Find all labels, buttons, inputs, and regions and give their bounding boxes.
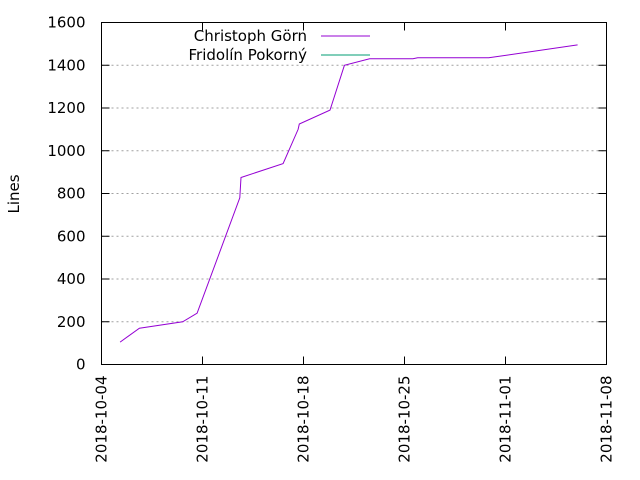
y-tick-label: 1200 — [47, 99, 85, 117]
x-tick-label: 2018-11-08 — [598, 376, 616, 463]
y-tick-label: 1400 — [47, 56, 85, 74]
legend-label: Christoph Görn — [194, 27, 307, 45]
x-tick-label: 2018-10-25 — [396, 376, 414, 463]
y-tick-label: 200 — [57, 313, 86, 331]
legend-label: Fridolín Pokorný — [189, 46, 308, 64]
x-tick-label: 2018-11-01 — [497, 376, 515, 463]
y-tick-label: 400 — [57, 270, 86, 288]
x-axis: 2018-10-04 2018-10-11 2018-10-18 2018-10-25… — [93, 22, 616, 463]
y-tick-label: 800 — [57, 185, 86, 203]
y-tick-label: 0 — [76, 356, 86, 374]
x-tick-label: 2018-10-11 — [194, 376, 212, 463]
y-axis-title: Lines — [5, 174, 23, 213]
series-line — [119, 44, 578, 343]
plot-frame — [101, 22, 607, 365]
series-layer — [119, 44, 578, 343]
y-tick-label: 1600 — [47, 14, 85, 32]
y-axis: 0 200 400 600 800 1000 1200 1400 1600 — [47, 14, 607, 374]
x-tick-label: 2018-10-18 — [295, 376, 313, 463]
x-tick-label: 2018-10-04 — [93, 376, 111, 463]
y-tick-label: 600 — [57, 227, 86, 245]
gridlines — [101, 64, 607, 323]
y-tick-label: 1000 — [47, 142, 85, 160]
